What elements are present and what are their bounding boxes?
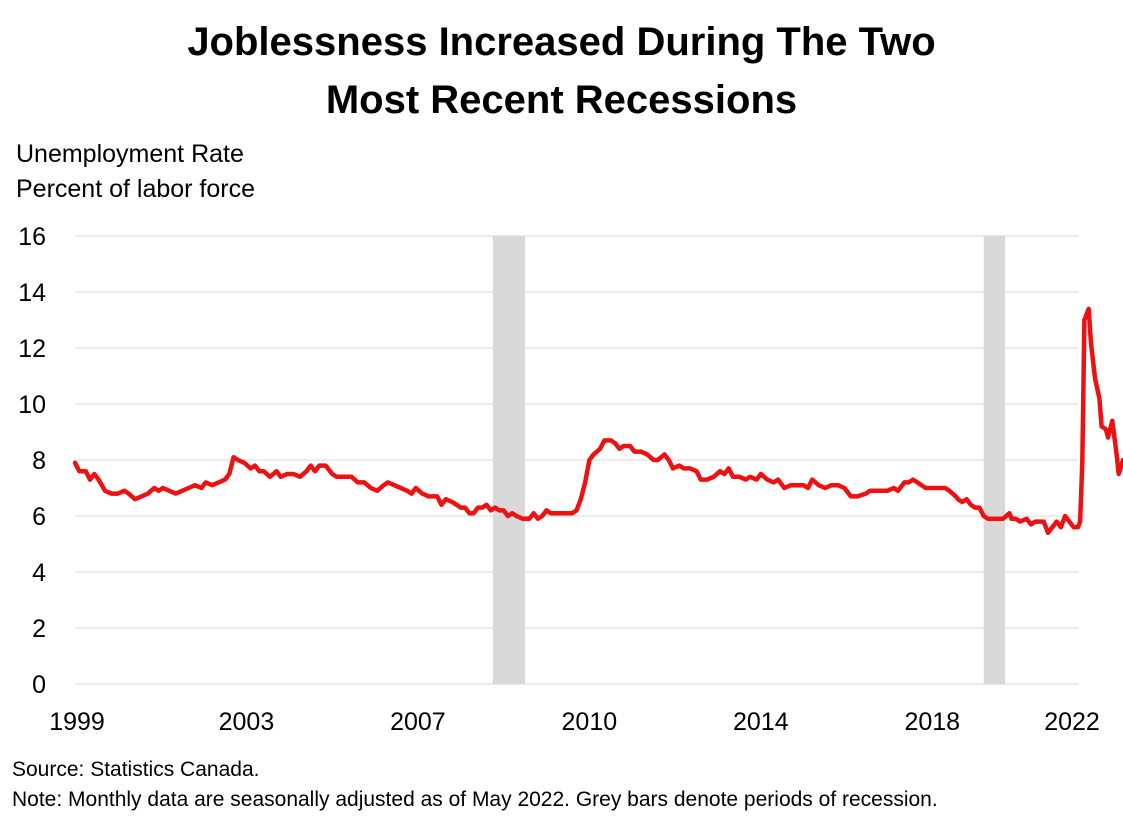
series-group [72,306,1123,536]
y-tick-label-10: 10 [18,391,46,419]
methodology-note: Note: Monthly data are seasonally adjust… [12,788,938,811]
x-axis-ticks: 1999 2003 2007 2010 2014 2018 2022 [49,708,1100,736]
chart-title-line-1: Joblessness Increased During The Two [187,20,936,64]
y-tick-label-8: 8 [32,447,46,475]
x-tick-label-2014: 2014 [733,708,789,736]
y-axis-unit: Percent of labor force [16,175,256,203]
x-tick-label-2018: 2018 [904,708,960,736]
y-tick-label-2: 2 [32,615,46,643]
chart-title-line-2: Most Recent Recessions [325,78,798,122]
x-tick-label-2022: 2022 [1044,708,1100,736]
x-tick-label-2007: 2007 [390,708,446,736]
x-tick-label-1999: 1999 [49,708,105,736]
y-tick-label-4: 4 [32,559,46,587]
y-tick-label-16: 16 [18,223,46,251]
y-axis-ticks: 0 2 4 6 8 10 12 14 16 [18,223,46,699]
x-tick-label-2010: 2010 [562,708,618,736]
y-tick-label-12: 12 [18,335,46,363]
y-axis-title: Unemployment Rate [16,140,244,168]
unemployment-rate-line [72,306,1123,536]
y-tick-label-0: 0 [32,671,46,699]
y-tick-label-14: 14 [18,279,46,307]
source-note: Source: Statistics Canada. [12,758,260,781]
gridlines [75,235,1078,685]
x-tick-label-2003: 2003 [219,708,275,736]
y-tick-label-6: 6 [32,503,46,531]
